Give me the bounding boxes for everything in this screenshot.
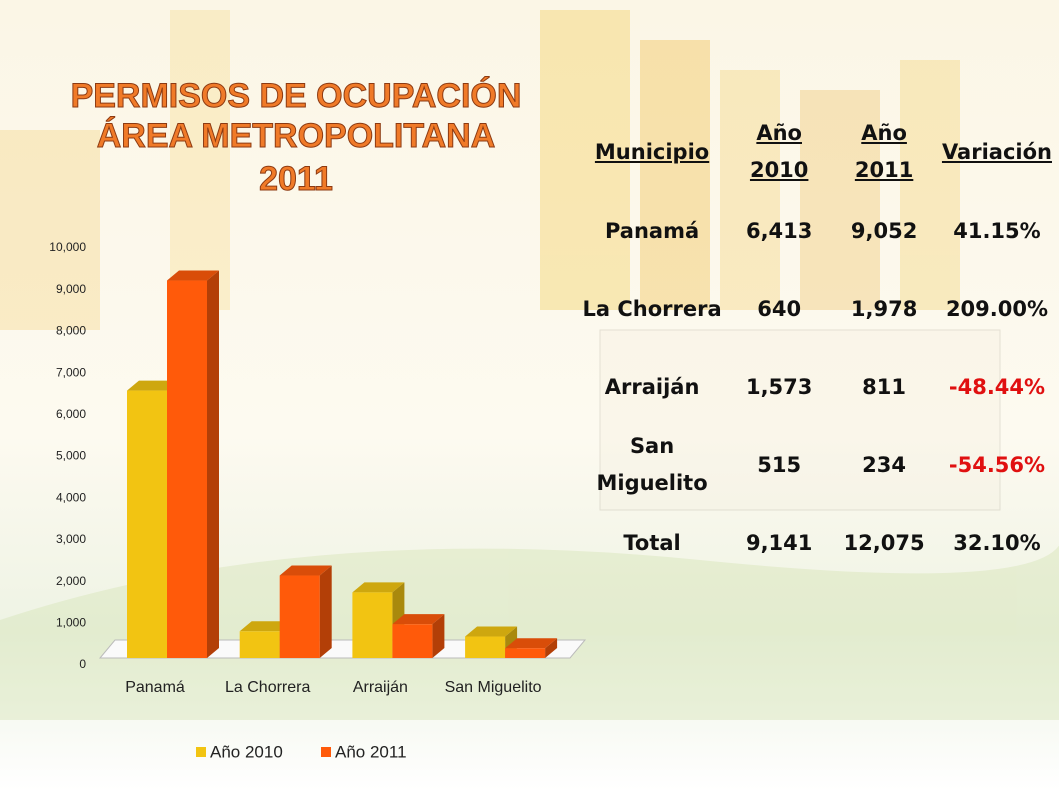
bar xyxy=(392,614,445,658)
table-row: Panamá 6,413 9,052 41.15% xyxy=(576,192,1056,270)
bar-top xyxy=(465,626,518,637)
table-body: Panamá 6,413 9,052 41.15% La Chorrera 640 1,97… xyxy=(576,192,1056,582)
table-cell: 1,978 xyxy=(850,296,918,321)
bar-front xyxy=(392,624,433,658)
y-tick-label: 10,000 xyxy=(49,240,86,254)
table-header: Municipio Año 2010 Año 2011 Variación xyxy=(576,112,1056,192)
building xyxy=(540,10,630,310)
title-line: PERMISOS DE OCUPACIÓN xyxy=(71,77,522,115)
table-cell: Panamá xyxy=(604,218,700,243)
table-cell: 6,413 xyxy=(745,218,813,243)
x-tick-label: Panamá xyxy=(125,679,185,696)
building xyxy=(599,329,1001,511)
column-header: Año 2010 xyxy=(749,121,809,182)
table-cell: 234 xyxy=(862,452,907,477)
bar-front xyxy=(352,592,393,658)
table-cell: 41.15% xyxy=(953,218,1041,243)
bar-top xyxy=(127,380,179,391)
lawn xyxy=(0,520,1059,720)
bar-side xyxy=(545,638,558,658)
building xyxy=(800,90,880,310)
table-cell: 640 xyxy=(757,296,802,321)
building xyxy=(170,10,230,310)
bar xyxy=(167,270,219,658)
table-cell: Total xyxy=(623,530,681,555)
column-header: Año 2011 xyxy=(854,121,914,182)
bar-side xyxy=(319,565,332,658)
x-tick-label: San Miguelito xyxy=(444,679,542,696)
table-cell: 12,075 xyxy=(843,530,925,555)
y-tick-label: 4,000 xyxy=(56,490,86,504)
y-tick-label: 3,000 xyxy=(56,532,86,546)
y-tick-label: 6,000 xyxy=(56,407,86,421)
column-header: Variación xyxy=(941,139,1052,164)
bar-front xyxy=(239,631,280,658)
bar xyxy=(279,565,332,658)
bar-top xyxy=(239,621,292,632)
legend-label: Año 2010 xyxy=(210,742,283,761)
bar-front xyxy=(465,636,506,658)
bar xyxy=(505,638,558,658)
legend-label: Año 2011 xyxy=(335,742,407,761)
building xyxy=(0,130,100,330)
table-row: La Chorrera 640 1,978 209.00% xyxy=(576,270,1056,348)
column-header: Municipio xyxy=(594,139,710,164)
table-cell: 32.10% xyxy=(953,530,1041,555)
table-cell: 811 xyxy=(862,374,907,399)
y-tick-label: 2,000 xyxy=(56,574,86,588)
table-row: Arraiján 1,573 811 -48.44% xyxy=(576,348,1056,426)
bar-front xyxy=(167,280,207,658)
legend-swatch xyxy=(196,747,206,757)
x-tick-label: Arraiján xyxy=(352,679,408,696)
bar-front xyxy=(505,648,546,658)
building xyxy=(900,60,960,310)
bar xyxy=(352,582,405,658)
building xyxy=(720,70,780,310)
bar-top xyxy=(279,565,332,576)
bar-side xyxy=(432,614,445,658)
table-cell: -54.56% xyxy=(948,452,1046,477)
y-tick-label: 1,000 xyxy=(56,615,86,629)
y-tick-label: 7,000 xyxy=(56,365,86,379)
title-line: 2011 xyxy=(259,160,333,198)
y-tick-label: 5,000 xyxy=(56,449,86,463)
legend-swatch xyxy=(321,747,331,757)
y-tick-label: 8,000 xyxy=(56,324,86,338)
building xyxy=(640,40,710,310)
y-tick-label: 9,000 xyxy=(56,282,86,296)
table-row: Total 9,141 12,075 32.10% xyxy=(576,504,1056,582)
table-cell: -48.44% xyxy=(948,374,1046,399)
bar-front xyxy=(279,575,320,658)
table-cell: 515 xyxy=(757,452,802,477)
bar-top xyxy=(352,582,405,593)
table-row: San Miguelito 515 234 -54.56% xyxy=(576,426,1056,504)
bar-side xyxy=(207,270,219,658)
data-table: Municipio Año 2010 Año 2011 Variación Panamá… xyxy=(576,112,1056,582)
bar-top xyxy=(167,270,219,281)
table-cell: 1,573 xyxy=(745,374,813,399)
background-buildings xyxy=(0,10,1059,720)
table-cell: 209.00% xyxy=(945,296,1049,321)
x-tick-label: La Chorrera xyxy=(225,679,311,696)
bar-top xyxy=(392,614,445,625)
title-line: ÁREA METROPOLITANA xyxy=(97,117,496,155)
table-cell: 9,141 xyxy=(745,530,813,555)
bar-top xyxy=(505,638,558,649)
bar-front xyxy=(127,390,167,658)
y-tick-label: 0 xyxy=(79,657,86,671)
table-cell: Arraiján xyxy=(604,374,700,399)
table-cell: La Chorrera xyxy=(582,296,722,321)
table-cell: 9,052 xyxy=(850,218,918,243)
table-cell: San Miguelito xyxy=(596,434,708,495)
